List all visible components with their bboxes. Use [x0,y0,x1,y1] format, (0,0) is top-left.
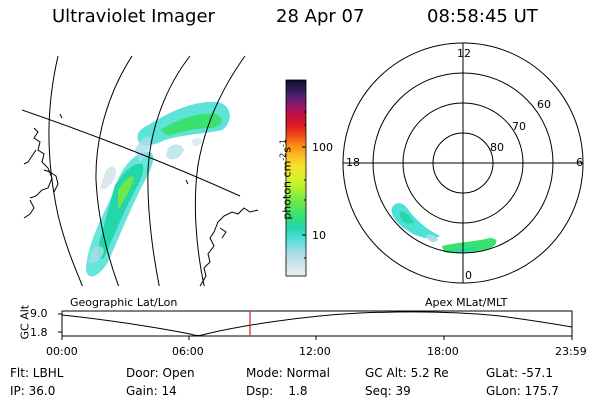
instrument-title: Ultraviolet Imager [52,6,215,27]
colorbar-tick-100: 100 [312,141,333,154]
mlat-label-80: 80 [490,141,504,154]
observation-time: 08:58:45 UT [427,6,538,27]
status-door: Door: Open [126,366,195,380]
auroral-emission-geo [86,101,230,277]
colorbar-unit-label: photon cm-2s-1 [278,139,294,220]
status-gc-alt: GC Alt: 5.2 Re [365,366,449,380]
timeline-xtick-1200: 12:00 [299,345,331,358]
timeline-xtick-0600: 06:00 [172,345,204,358]
timeline-xtick-0000: 00:00 [46,345,78,358]
longitude-lines [48,55,246,286]
auroral-emission-polar [391,203,497,254]
geographic-map [22,55,259,286]
mlt-label-0: 0 [465,269,472,282]
status-mode: Mode: Normal [246,366,330,380]
timeline-xtick-1800: 18:00 [427,345,459,358]
coastline-nz [23,113,63,219]
latitude-line [22,109,241,197]
altitude-curve [61,311,573,336]
colorbar-tick-10: 10 [312,229,326,242]
apex-panel-label: Apex MLat/MLT [425,296,508,309]
status-gain: Gain: 14 [126,384,177,398]
geographic-panel-label: Geographic Lat/Lon [70,296,178,309]
apex-polar-plot [342,42,584,284]
status-seq: Seq: 39 [365,384,411,398]
status-filter: Flt: LBHL [10,366,64,380]
timeline-ytick-top: 9.0 [30,307,48,320]
mlt-label-6: 6 [576,156,583,169]
observation-date: 28 Apr 07 [276,6,365,27]
mlt-label-12: 12 [457,47,471,60]
gc-altitude-timeline [58,310,573,340]
status-dsp: Dsp: 1.8 [246,384,308,398]
mlt-label-18: 18 [346,156,360,169]
status-ip: IP: 36.0 [10,384,56,398]
timeline-ytick-bottom: 1.8 [30,326,48,339]
status-glat: GLat: -57.1 [486,366,553,380]
timeline-xtick-2359: 23:59 [555,345,587,358]
status-glon: GLon: 175.7 [486,384,559,398]
colorbar [285,79,307,277]
coastline-antarctica [185,179,259,286]
mlat-label-60: 60 [537,98,551,111]
mlat-label-70: 70 [512,120,526,133]
